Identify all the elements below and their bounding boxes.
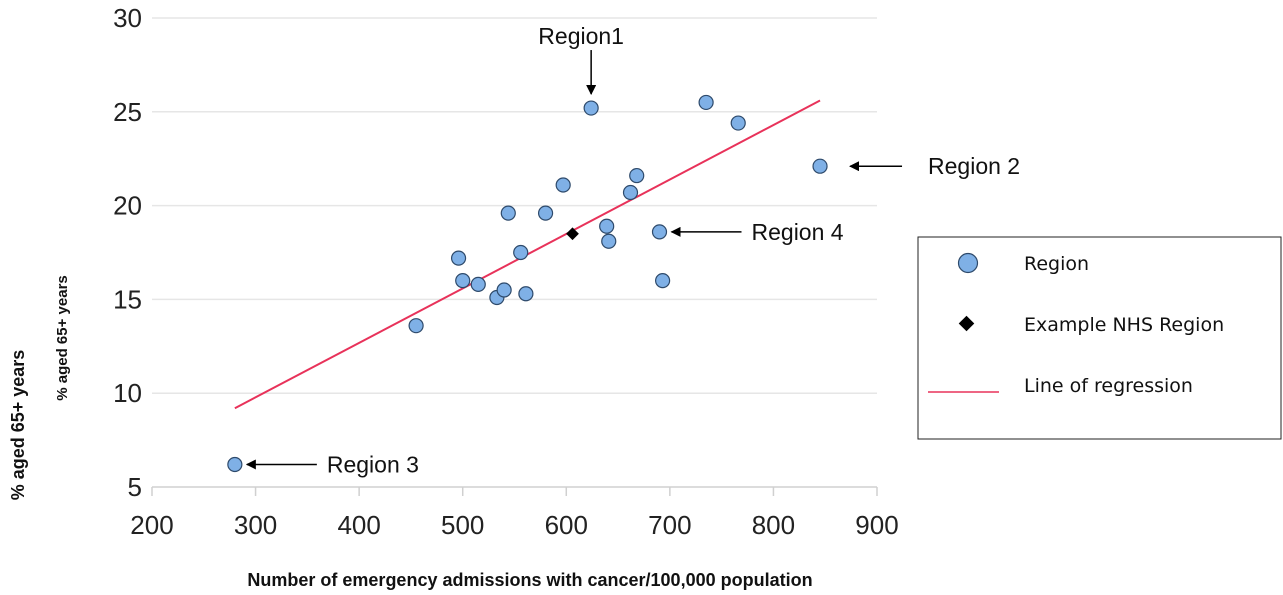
y-tick-label: 15	[113, 284, 142, 314]
y-axis-label-inner: % aged 65+ years	[54, 275, 71, 401]
region-point	[455, 273, 471, 289]
region-point	[513, 244, 529, 261]
region-point	[470, 276, 486, 292]
grid-lines	[152, 17, 877, 394]
legend-box	[917, 236, 1282, 440]
x-tick-label: 900	[855, 510, 898, 540]
annotations: Region1 Region 2 Region 3 Region 4	[245, 23, 1020, 477]
x-tick-label: 600	[545, 510, 588, 540]
region-point	[622, 184, 639, 201]
x-tick-label: 200	[130, 510, 173, 540]
legend-region-marker	[957, 252, 979, 274]
axes: 5 10 15 20 25 30 200 300 400 500 600 700 800 900	[113, 3, 899, 540]
region-point	[496, 282, 512, 298]
x-tick-label: 400	[337, 510, 380, 540]
region-point	[583, 100, 599, 116]
annotation-label: Region 4	[752, 219, 844, 245]
region-point	[651, 224, 668, 240]
annotation-label: Region 3	[327, 451, 419, 477]
region-point	[518, 286, 534, 302]
legend-regression-label: Line of regression	[1024, 375, 1193, 397]
x-tick-label: 500	[441, 510, 484, 540]
region-point	[601, 233, 617, 249]
region-point	[812, 158, 828, 174]
annotation-label: Region 2	[928, 153, 1020, 179]
x-tick-label: 700	[648, 510, 691, 540]
region-point	[655, 273, 671, 289]
x-tick-label: 800	[752, 510, 795, 540]
data-points	[227, 94, 828, 473]
legend-example-label: Example NHS Region	[1024, 314, 1224, 336]
y-tick-label: 20	[113, 191, 142, 221]
region-point	[555, 177, 571, 193]
region-point	[500, 205, 516, 221]
region-point	[408, 318, 424, 334]
region-point	[730, 115, 746, 131]
y-tick-label: 25	[113, 97, 142, 127]
legend: Region Example NHS Region Line of regres…	[917, 236, 1282, 440]
region-point	[698, 94, 714, 111]
region-point	[599, 218, 615, 234]
y-tick-label: 30	[113, 3, 142, 33]
legend-region-label: Region	[1024, 253, 1089, 275]
x-axis-label: Number of emergency admissions with canc…	[247, 570, 812, 590]
y-tick-label: 5	[128, 472, 142, 502]
region-point	[227, 456, 243, 473]
region-point	[450, 250, 467, 266]
x-tick-label: 300	[234, 510, 277, 540]
region-point	[629, 167, 645, 184]
y-tick-label: 10	[113, 378, 142, 408]
annotation-label: Region1	[538, 23, 624, 49]
y-axis-label-outer: % aged 65+ years	[8, 350, 28, 501]
region-point	[537, 205, 554, 221]
